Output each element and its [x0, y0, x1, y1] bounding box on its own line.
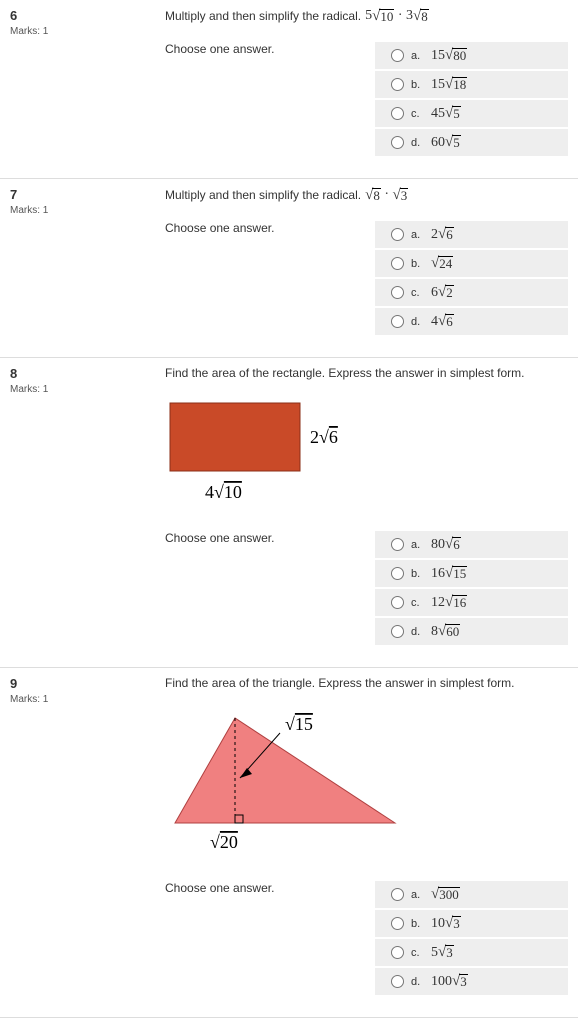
options-list: a. 15√80 b. 15√18 c. 45√5 d. 60√5 — [375, 42, 568, 158]
question-marks: Marks: 1 — [10, 26, 165, 37]
rectangle-svg: 2√6 4√10 — [165, 398, 365, 508]
option-d[interactable]: d. 60√5 — [375, 129, 568, 156]
question-body: Multiply and then simplify the radical. … — [165, 187, 568, 337]
radio-a[interactable] — [391, 228, 404, 241]
prompt-expression: 5 √10 · 3 √8 — [365, 8, 429, 24]
answer-area: Choose one answer. a. 2√6 b. √24 c. 6√2 — [165, 221, 568, 337]
triangle-figure: √15 √20 — [165, 708, 568, 861]
radio-c[interactable] — [391, 946, 404, 959]
question-number: 7 — [10, 187, 165, 202]
option-b[interactable]: b. 16√15 — [375, 560, 568, 587]
option-c[interactable]: c. 12√16 — [375, 589, 568, 616]
radio-a[interactable] — [391, 538, 404, 551]
question-meta: 7 Marks: 1 — [10, 187, 165, 337]
radio-b[interactable] — [391, 257, 404, 270]
height-label: √15 — [285, 714, 313, 734]
radio-b[interactable] — [391, 917, 404, 930]
option-b[interactable]: b. 15√18 — [375, 71, 568, 98]
radio-a[interactable] — [391, 49, 404, 62]
question-number: 9 — [10, 676, 165, 691]
prompt-text: Multiply and then simplify the radical. — [165, 188, 361, 202]
answer-area: Choose one answer. a. 80√6 b. 16√15 c. 1… — [165, 531, 568, 647]
answer-area: Choose one answer. a. 15√80 b. 15√18 c. … — [165, 42, 568, 158]
option-a[interactable]: a. 2√6 — [375, 221, 568, 248]
question-marks: Marks: 1 — [10, 694, 165, 705]
radio-b[interactable] — [391, 567, 404, 580]
options-list: a. 80√6 b. 16√15 c. 12√16 d. 8√60 — [375, 531, 568, 647]
question-prompt: Find the area of the triangle. Express t… — [165, 676, 568, 690]
radio-b[interactable] — [391, 78, 404, 91]
question-marks: Marks: 1 — [10, 205, 165, 216]
question-number: 6 — [10, 8, 165, 23]
question-prompt: Multiply and then simplify the radical. … — [165, 187, 568, 203]
question-7: 7 Marks: 1 Multiply and then simplify th… — [0, 179, 578, 358]
option-c[interactable]: c. 6√2 — [375, 279, 568, 306]
option-d[interactable]: d. 4√6 — [375, 308, 568, 335]
question-9: 9 Marks: 1 Find the area of the triangle… — [0, 668, 578, 1018]
option-d[interactable]: d. 8√60 — [375, 618, 568, 645]
question-body: Find the area of the rectangle. Express … — [165, 366, 568, 647]
option-c[interactable]: c. 45√5 — [375, 100, 568, 127]
choose-label: Choose one answer. — [165, 531, 375, 647]
radio-c[interactable] — [391, 107, 404, 120]
side-label: 2√6 — [310, 427, 338, 447]
question-marks: Marks: 1 — [10, 384, 165, 395]
option-b[interactable]: b. √24 — [375, 250, 568, 277]
question-8: 8 Marks: 1 Find the area of the rectangl… — [0, 358, 578, 668]
prompt-text: Find the area of the rectangle. Express … — [165, 366, 525, 380]
question-meta: 9 Marks: 1 — [10, 676, 165, 997]
question-body: Multiply and then simplify the radical. … — [165, 8, 568, 158]
option-b[interactable]: b. 10√3 — [375, 910, 568, 937]
option-a[interactable]: a. √300 — [375, 881, 568, 908]
choose-label: Choose one answer. — [165, 42, 375, 158]
question-meta: 6 Marks: 1 — [10, 8, 165, 158]
radio-d[interactable] — [391, 625, 404, 638]
radio-c[interactable] — [391, 286, 404, 299]
triangle-svg: √15 √20 — [165, 708, 425, 858]
option-d[interactable]: d. 100√3 — [375, 968, 568, 995]
question-number: 8 — [10, 366, 165, 381]
prompt-expression: √8 · √3 — [365, 187, 408, 203]
rectangle-figure: 2√6 4√10 — [165, 398, 568, 511]
radio-a[interactable] — [391, 888, 404, 901]
option-a[interactable]: a. 15√80 — [375, 42, 568, 69]
option-c[interactable]: c. 5√3 — [375, 939, 568, 966]
radio-c[interactable] — [391, 596, 404, 609]
option-a[interactable]: a. 80√6 — [375, 531, 568, 558]
radio-d[interactable] — [391, 136, 404, 149]
question-body: Find the area of the triangle. Express t… — [165, 676, 568, 997]
radio-d[interactable] — [391, 315, 404, 328]
prompt-text: Find the area of the triangle. Express t… — [165, 676, 515, 690]
answer-area: Choose one answer. a. √300 b. 10√3 c. 5√… — [165, 881, 568, 997]
options-list: a. 2√6 b. √24 c. 6√2 d. 4√6 — [375, 221, 568, 337]
question-prompt: Multiply and then simplify the radical. … — [165, 8, 568, 24]
question-prompt: Find the area of the rectangle. Express … — [165, 366, 568, 380]
choose-label: Choose one answer. — [165, 881, 375, 997]
base-label: 4√10 — [205, 482, 242, 502]
base-label: √20 — [210, 832, 238, 852]
choose-label: Choose one answer. — [165, 221, 375, 337]
prompt-text: Multiply and then simplify the radical. — [165, 9, 361, 23]
question-6: 6 Marks: 1 Multiply and then simplify th… — [0, 0, 578, 179]
options-list: a. √300 b. 10√3 c. 5√3 d. 100√3 — [375, 881, 568, 997]
question-meta: 8 Marks: 1 — [10, 366, 165, 647]
